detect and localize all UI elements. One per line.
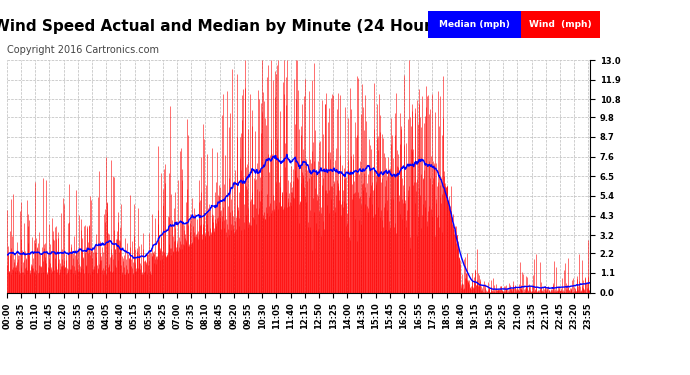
Text: Median (mph): Median (mph) <box>439 20 510 29</box>
Text: Copyright 2016 Cartronics.com: Copyright 2016 Cartronics.com <box>7 45 159 55</box>
Text: Wind  (mph): Wind (mph) <box>529 20 592 29</box>
Text: Wind Speed Actual and Median by Minute (24 Hours) (Old) 20160502: Wind Speed Actual and Median by Minute (… <box>0 19 586 34</box>
